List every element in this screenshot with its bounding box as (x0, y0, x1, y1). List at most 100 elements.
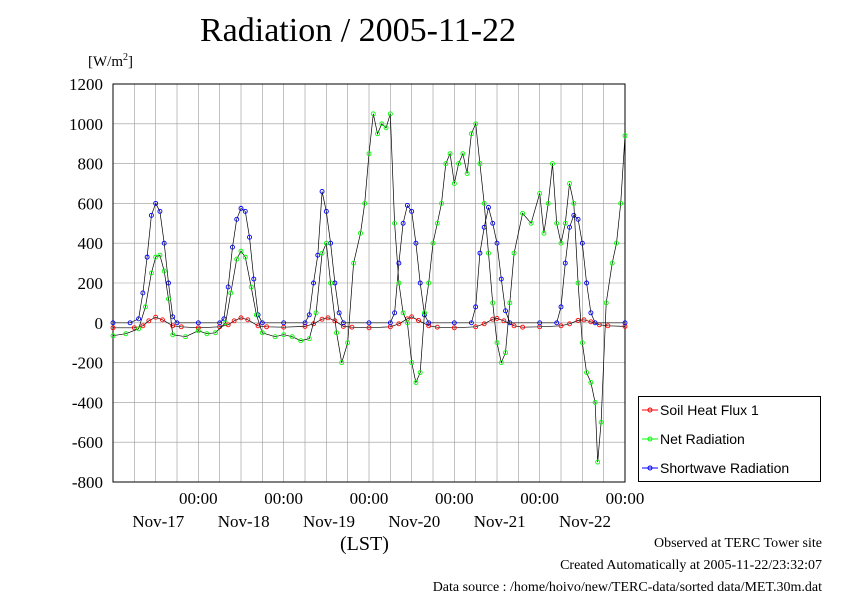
data-point (375, 131, 380, 137)
data-point (426, 323, 432, 329)
data-point (558, 240, 564, 246)
legend-label: Soil Heat Flux 1 (660, 402, 759, 418)
data-point (161, 268, 167, 274)
data-point (400, 220, 406, 226)
data-point (545, 200, 551, 206)
data-point (434, 220, 440, 226)
data-point (451, 325, 457, 331)
data-point (323, 208, 329, 214)
shortwave-radiation-swatch-icon (642, 465, 658, 471)
data-point (451, 320, 457, 326)
data-point (259, 320, 265, 326)
data-point (146, 318, 152, 324)
data-point (413, 240, 419, 246)
data-point (503, 308, 508, 314)
data-point (575, 216, 581, 222)
data-point (148, 270, 154, 276)
data-point (486, 250, 491, 256)
data-point (110, 325, 116, 331)
data-point (238, 248, 244, 254)
data-point (481, 200, 487, 206)
data-point (567, 181, 572, 186)
data-point (584, 280, 590, 286)
data-point (166, 280, 171, 286)
grid (113, 83, 625, 483)
x-tick-date: Nov-22 (559, 512, 611, 531)
data-point (358, 230, 363, 236)
data-point (404, 202, 410, 208)
data-point (494, 240, 500, 246)
data-point (477, 161, 483, 167)
data-point (228, 290, 234, 296)
data-point (153, 254, 159, 260)
data-point (123, 331, 129, 337)
data-point (622, 320, 628, 326)
data-point (392, 220, 398, 226)
y-tick-label: -400 (72, 393, 103, 412)
data-point (501, 318, 507, 324)
data-point (520, 210, 526, 216)
series-net-radiation (110, 111, 628, 465)
x-tick-time: 00:00 (435, 489, 474, 508)
data-point (136, 326, 142, 332)
data-point (334, 330, 340, 336)
data-point (464, 171, 470, 177)
data-point (319, 316, 325, 322)
data-point (588, 380, 594, 385)
data-point (131, 325, 137, 331)
data-point (494, 340, 500, 346)
data-point (592, 399, 598, 405)
data-point (153, 200, 159, 206)
data-point (247, 234, 252, 240)
data-point (238, 205, 244, 211)
data-point (142, 304, 148, 310)
data-point (554, 320, 560, 326)
data-point (217, 320, 223, 326)
data-point (537, 320, 543, 326)
data-point (511, 323, 517, 329)
data-point (392, 310, 398, 316)
data-point (554, 220, 560, 226)
data-point (362, 200, 368, 206)
data-point (349, 324, 355, 330)
data-point (351, 260, 357, 266)
y-tick-label: 0 (95, 314, 104, 333)
data-point (328, 280, 334, 286)
data-point (319, 250, 325, 256)
data-point (323, 240, 329, 246)
data-point (110, 320, 116, 326)
data-point (520, 324, 526, 330)
data-point (212, 330, 218, 336)
data-point (160, 317, 165, 323)
data-point (579, 240, 585, 246)
data-point (609, 260, 615, 266)
data-point (396, 260, 402, 266)
legend-item-shortwave-radiation: Shortwave Radiation (639, 459, 820, 479)
data-point (571, 212, 577, 218)
data-point (245, 317, 251, 323)
data-point (562, 260, 568, 266)
data-point (396, 321, 402, 327)
chart-title: Radiation / 2005-11-22 (200, 12, 517, 49)
data-point (242, 254, 248, 260)
data-point (468, 131, 474, 137)
data-point (251, 276, 257, 282)
data-point (339, 360, 345, 366)
y-tick-label: 400 (78, 234, 104, 253)
y-tick-label: 800 (78, 155, 104, 174)
data-point (456, 161, 462, 167)
data-point (248, 284, 254, 290)
data-point (584, 370, 590, 375)
data-point (477, 250, 483, 256)
data-point (387, 320, 393, 326)
data-point (581, 317, 587, 323)
data-point (622, 133, 628, 139)
data-point (253, 312, 259, 318)
series-line (113, 191, 625, 324)
data-point (558, 304, 564, 310)
data-point (575, 280, 581, 286)
data-point (204, 331, 210, 337)
data-point (571, 200, 577, 206)
data-point (366, 325, 372, 331)
